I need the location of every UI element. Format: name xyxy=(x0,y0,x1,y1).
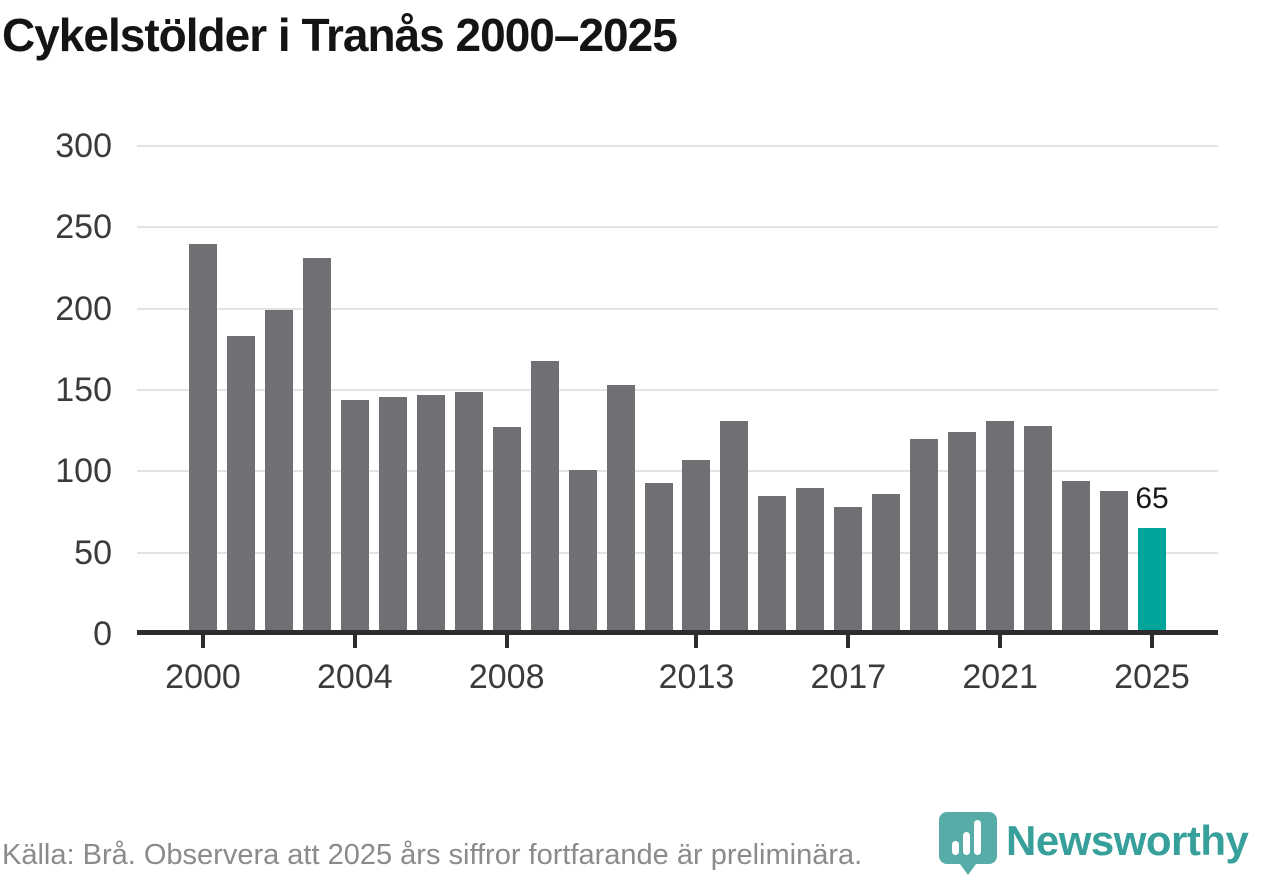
gridline-300 xyxy=(137,144,1218,147)
y-axis-label-100: 100 xyxy=(55,452,112,491)
bar-2012 xyxy=(644,482,673,634)
bar-2024 xyxy=(1100,490,1129,634)
value-label-2025: 65 xyxy=(1135,482,1169,516)
bar-2005 xyxy=(378,396,407,634)
y-axis-label-50: 50 xyxy=(74,533,112,572)
bar-2006 xyxy=(416,394,445,634)
bar-2021 xyxy=(986,420,1015,634)
x-tick-2025 xyxy=(1150,635,1154,648)
x-tick-2013 xyxy=(694,635,699,648)
bar-2017 xyxy=(834,507,863,634)
gridline-250 xyxy=(137,226,1218,229)
x-tick-2017 xyxy=(846,635,851,648)
bar-2002 xyxy=(264,310,293,634)
gridline-50 xyxy=(137,551,1218,554)
newsworthy-logo-icon xyxy=(939,812,997,875)
bar-2023 xyxy=(1062,481,1091,634)
bar-2007 xyxy=(454,391,483,634)
x-tick-2004 xyxy=(352,635,357,648)
bar-2025 xyxy=(1138,528,1166,634)
bar-2004 xyxy=(340,399,369,634)
bar-2016 xyxy=(796,487,825,634)
x-axis-label-2000: 2000 xyxy=(165,658,241,696)
x-axis-label-2013: 2013 xyxy=(658,658,735,696)
gridline-100 xyxy=(137,470,1218,473)
bar-2011 xyxy=(606,385,635,634)
x-tick-2008 xyxy=(504,635,509,648)
bar-2014 xyxy=(720,420,749,634)
source-note: Källa: Brå. Observera att 2025 års siffr… xyxy=(2,839,863,871)
y-axis-label-300: 300 xyxy=(55,126,112,165)
x-axis-label-2004: 2004 xyxy=(317,658,393,696)
bar-2001 xyxy=(226,336,255,634)
bar-2010 xyxy=(568,469,597,634)
x-axis-label-2025: 2025 xyxy=(1114,658,1190,696)
gridline-150 xyxy=(137,388,1218,391)
bar-2009 xyxy=(530,360,559,634)
bar-2000 xyxy=(189,243,217,634)
x-tick-2000 xyxy=(201,635,205,648)
x-axis-line xyxy=(137,630,1218,635)
x-tick-2021 xyxy=(998,635,1003,648)
x-axis-label-2017: 2017 xyxy=(810,658,887,696)
y-axis-label-200: 200 xyxy=(55,289,112,328)
bar-2013 xyxy=(682,459,711,634)
gridline-200 xyxy=(137,307,1218,310)
bar-2015 xyxy=(758,495,787,634)
newsworthy-logo-text: Newsworthy xyxy=(1006,817,1249,864)
bar-2018 xyxy=(872,494,901,634)
y-axis-label-0: 0 xyxy=(93,615,112,653)
chart-title: Cykelstölder i Tranås 2000–2025 xyxy=(2,9,678,61)
x-axis-label-2008: 2008 xyxy=(468,658,545,696)
x-axis-label-2021: 2021 xyxy=(962,658,1038,696)
y-axis-label-250: 250 xyxy=(55,208,112,247)
bar-2019 xyxy=(910,438,939,634)
bar-2008 xyxy=(492,427,521,634)
bar-2020 xyxy=(948,432,977,634)
bar-2022 xyxy=(1024,425,1053,634)
bar-2003 xyxy=(302,258,331,634)
y-axis-label-150: 150 xyxy=(55,370,112,409)
